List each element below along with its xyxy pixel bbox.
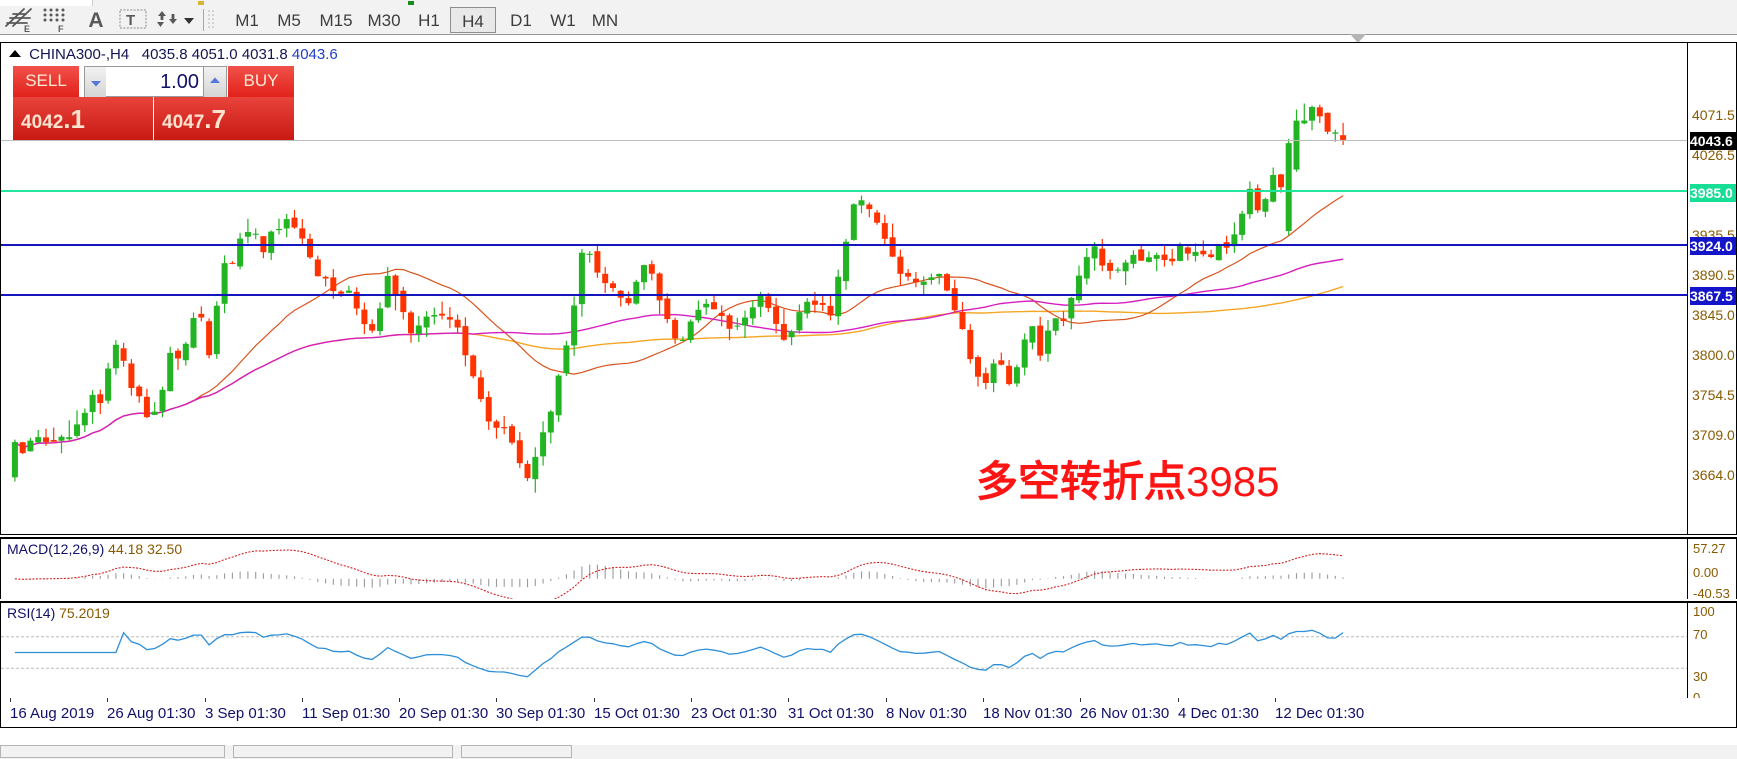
svg-text:E: E (24, 24, 30, 33)
svg-text:F: F (58, 24, 64, 33)
svg-text:T: T (126, 12, 135, 29)
